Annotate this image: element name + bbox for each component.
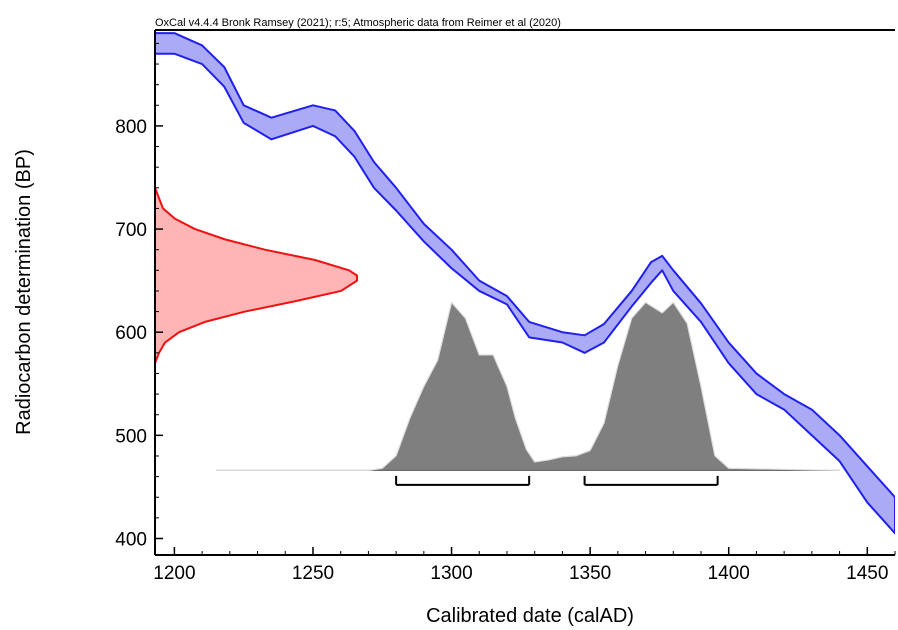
plot-area xyxy=(155,32,895,535)
x-axis-label: Calibrated date (calAD) xyxy=(426,605,634,627)
y-tick-label-400: 400 xyxy=(115,529,147,550)
y-tick-label-600: 600 xyxy=(115,323,147,344)
range-bar-1 xyxy=(395,475,531,486)
x-tick-label-1400: 1400 xyxy=(708,563,750,584)
x-tick-label-1350: 1350 xyxy=(569,563,611,584)
posterior-distribution-outline xyxy=(215,301,840,472)
x-tick-label-1250: 1250 xyxy=(292,563,334,584)
x-tick-label-1200: 1200 xyxy=(153,563,195,584)
y-axis-ticks: 400 500 600 700 800 xyxy=(115,42,163,550)
measurement-distribution-area xyxy=(155,187,357,364)
chart-title: OxCal v4.4.4 Bronk Ramsey (2021); r:5; A… xyxy=(155,17,561,29)
y-tick-label-800: 800 xyxy=(115,117,147,138)
measurement-distribution-outline xyxy=(155,187,358,364)
y-axis-label: Radiocarbon determination (BP) xyxy=(13,149,35,435)
x-tick-label-1300: 1300 xyxy=(430,563,472,584)
posterior-distribution-area xyxy=(215,302,840,471)
range-bar-2 xyxy=(583,475,719,486)
calibration-curve-band xyxy=(155,32,895,535)
x-axis-ticks: 1200 1250 1300 1350 1400 1450 xyxy=(153,547,896,584)
y-tick-label-500: 500 xyxy=(115,426,147,447)
y-tick-label-700: 700 xyxy=(115,220,147,241)
x-tick-label-1450: 1450 xyxy=(846,563,888,584)
